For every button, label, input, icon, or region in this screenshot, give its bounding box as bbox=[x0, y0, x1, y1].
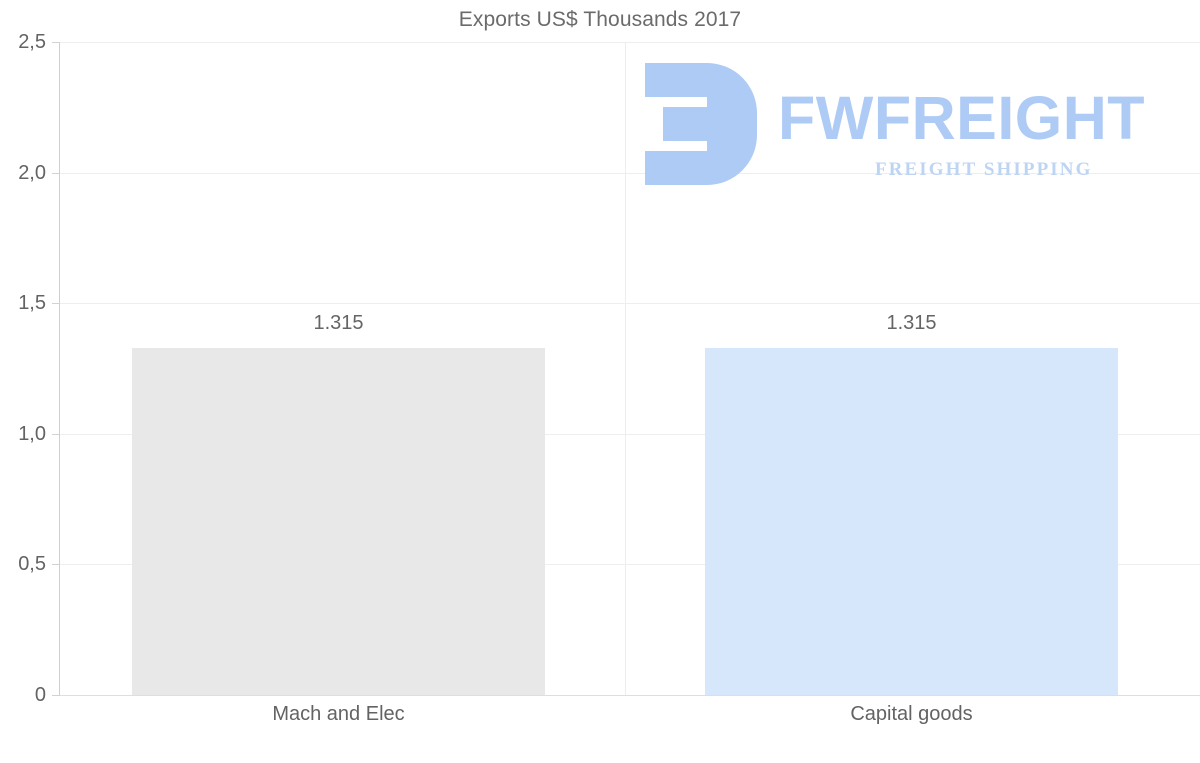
y-tick-label-1-5: 1,5 bbox=[18, 292, 46, 314]
chart-title: Exports US$ Thousands 2017 bbox=[458, 8, 742, 31]
bar-value-capital-goods: 1.315 bbox=[886, 312, 937, 334]
plot-area bbox=[52, 42, 1200, 696]
tick-1-5 bbox=[52, 303, 60, 304]
category-label-mach-and-elec: Mach and Elec bbox=[272, 703, 405, 725]
gridline-0-5 bbox=[60, 564, 1200, 565]
gridline-1-0 bbox=[60, 434, 1200, 435]
bar-capital-goods[interactable] bbox=[705, 348, 1118, 695]
tick-0 bbox=[52, 695, 60, 696]
category-label-capital-goods: Capital goods bbox=[850, 703, 973, 725]
tick-2-0 bbox=[52, 173, 60, 174]
y-tick-label-2-0: 2,0 bbox=[18, 162, 46, 184]
category-divider bbox=[625, 42, 626, 695]
tick-0-5 bbox=[52, 564, 60, 565]
gridline-2-5 bbox=[60, 42, 1200, 43]
tick-2-5 bbox=[52, 42, 60, 43]
bar-mach-and-elec[interactable] bbox=[132, 348, 545, 695]
y-axis-line bbox=[59, 42, 60, 695]
y-tick-label-0: 0 bbox=[34, 684, 46, 706]
gridline-2-0 bbox=[60, 173, 1200, 174]
y-tick-label-1-0: 1,0 bbox=[18, 423, 46, 445]
tick-1-0 bbox=[52, 434, 60, 435]
gridline-1-5 bbox=[60, 303, 1200, 304]
y-tick-label-2-5: 2,5 bbox=[18, 31, 46, 53]
gridline-baseline bbox=[60, 695, 1200, 696]
bar-value-mach-and-elec: 1.315 bbox=[313, 312, 364, 334]
y-tick-label-0-5: 0,5 bbox=[18, 553, 46, 575]
